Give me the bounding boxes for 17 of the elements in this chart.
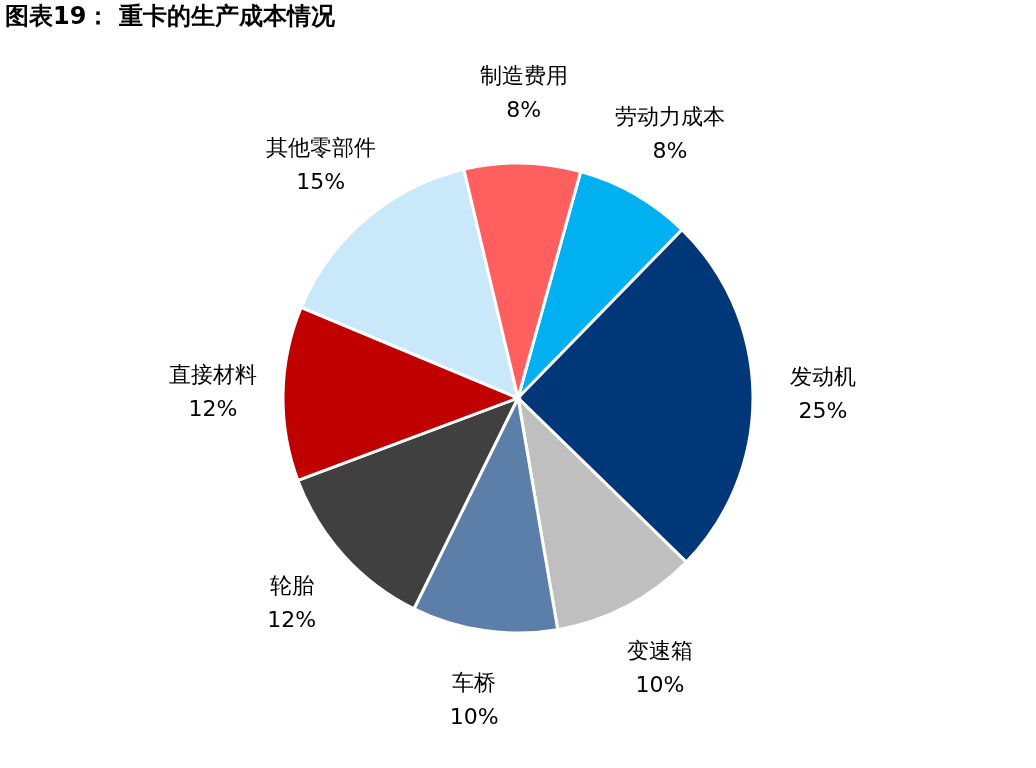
slice-label: 其他零部件 xyxy=(265,135,376,161)
slice-label: 变速箱 xyxy=(626,637,693,663)
chart-title: 图表19： 重卡的生产成本情况 xyxy=(5,2,336,30)
slice-label: 劳动力成本 xyxy=(614,103,725,129)
data-label: 12% xyxy=(267,606,317,632)
data-label: 12% xyxy=(188,396,238,422)
slice-label: 发动机 xyxy=(789,364,856,390)
data-label: 10% xyxy=(635,671,685,697)
data-label: 8% xyxy=(652,137,688,163)
data-label: 15% xyxy=(296,169,346,195)
data-label: 25% xyxy=(798,398,848,424)
slice-label: 轮胎 xyxy=(269,572,314,598)
slice-label: 车桥 xyxy=(452,669,497,695)
slice-label: 制造费用 xyxy=(479,63,568,89)
data-label: 10% xyxy=(449,703,499,729)
data-label: 8% xyxy=(506,97,542,123)
slice-label: 直接材料 xyxy=(169,362,258,388)
